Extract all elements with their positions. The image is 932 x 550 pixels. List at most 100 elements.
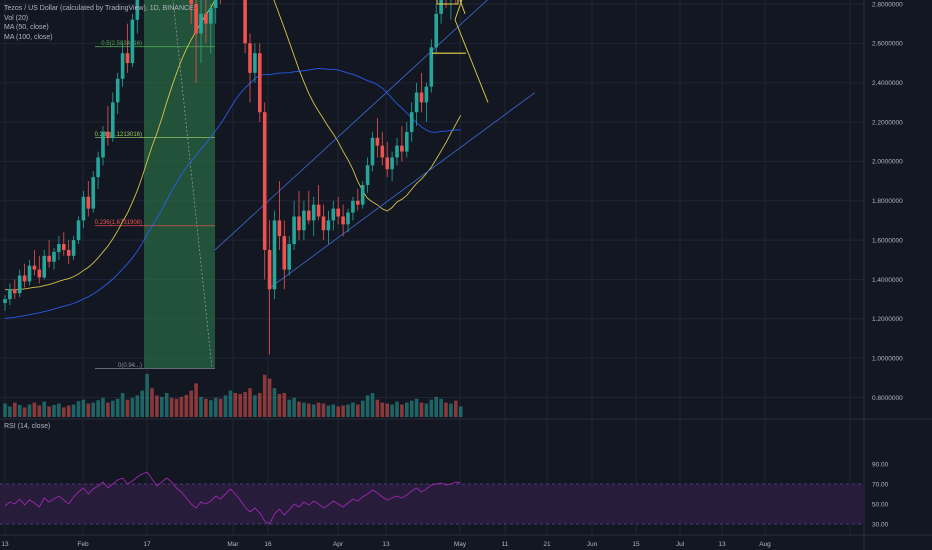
volume-bar — [150, 388, 154, 417]
volume-bar — [101, 397, 105, 417]
volume-bar — [331, 404, 336, 417]
volume-bar — [17, 405, 22, 417]
candle-body — [76, 220, 81, 241]
candle-body — [267, 249, 272, 290]
candle-body — [356, 200, 360, 205]
time-axis-label: 17 — [143, 541, 151, 548]
candle-body — [258, 53, 262, 113]
candle-body — [248, 43, 252, 73]
volume-bar — [213, 397, 218, 417]
volume-bar — [66, 405, 71, 417]
volume-bar — [282, 393, 287, 417]
rsi-band — [0, 484, 864, 524]
volume-bar — [32, 402, 37, 417]
time-axis-label: Apr — [333, 541, 344, 548]
time-axis: 13 Feb 17 Mar 16 Apr 13 May 11 21 Jun 15 Jul 13 Aug — [1, 541, 771, 548]
volume-bar — [253, 395, 257, 417]
rsi-indicator-label[interactable]: RSI (14, close) — [4, 423, 51, 430]
volume-bar — [351, 402, 355, 417]
volume-bar — [13, 402, 17, 417]
fib-level-label: 0(0.94...) — [118, 363, 142, 369]
time-axis-label: 15 — [632, 541, 640, 548]
candle-body — [282, 236, 287, 270]
price-axis-label: 1.6000000 — [872, 237, 903, 244]
channel-upper-line — [214, 0, 488, 251]
volume-bar — [336, 406, 340, 417]
candle-body — [380, 145, 385, 158]
candle-body — [311, 204, 316, 221]
candle-body — [390, 157, 394, 170]
volume-bar — [57, 403, 61, 417]
time-axis-label: May — [454, 541, 467, 548]
volume-bar — [272, 388, 277, 417]
price-axis-label: 1.8000000 — [872, 198, 903, 205]
volume-bar — [233, 393, 238, 417]
volume-bar — [341, 405, 345, 417]
volume-bar — [385, 403, 389, 417]
rsi-axis-label: 70.00 — [872, 481, 889, 488]
volume-bar — [140, 390, 144, 417]
price-axis-label: 1.2000000 — [872, 316, 903, 323]
volume-bar — [380, 402, 385, 417]
volume-bar — [135, 395, 140, 417]
volume-bar — [160, 396, 164, 417]
fib-zone — [144, 0, 215, 369]
volume-bar — [311, 404, 316, 417]
candle-body — [130, 19, 135, 64]
time-axis-label: 13 — [1, 541, 9, 548]
candle-body — [32, 265, 37, 270]
candle-body — [199, 13, 203, 34]
candle-body — [341, 216, 345, 225]
volume-bar — [424, 403, 429, 417]
candle-body — [101, 131, 105, 158]
volume-bar — [115, 398, 120, 417]
symbol-title[interactable]: Tezos / US Dollar (calculated by Trading… — [4, 5, 194, 12]
candle-body — [287, 244, 291, 270]
candle-body — [439, 0, 443, 14]
candle-body — [115, 78, 120, 103]
volume-bar — [52, 405, 56, 417]
volume-bar — [375, 399, 380, 417]
time-axis-label: Aug — [759, 541, 771, 548]
vol-indicator-label[interactable]: Vol (20) — [4, 14, 29, 22]
pattern-drawing — [432, 0, 489, 103]
candle-body — [42, 255, 46, 278]
fib-level-label: 0.5(2.5834816) — [101, 41, 142, 47]
candle-body — [3, 299, 7, 304]
fib-level-label: 0.382(2.1213016) — [95, 132, 142, 138]
candle-body — [135, 0, 140, 20]
time-axis-label: Feb — [77, 541, 89, 548]
rsi-panel — [0, 471, 864, 525]
candle-body — [17, 275, 22, 294]
volume-bar — [267, 378, 272, 417]
volume-bar — [277, 393, 282, 417]
rsi-axis-label: 30.00 — [872, 521, 889, 528]
candle-body — [424, 86, 429, 103]
candle-body — [365, 165, 370, 186]
volume-bar — [262, 374, 267, 417]
volume-bar — [243, 392, 247, 417]
ma50-indicator-label[interactable]: MA (50, close) — [4, 24, 49, 31]
candle-body — [57, 244, 61, 252]
ma50-line — [5, 0, 462, 291]
candle-body — [272, 220, 277, 290]
volume-bar — [258, 393, 262, 417]
candle-body — [297, 216, 301, 231]
volume-bar — [370, 393, 375, 417]
candle-body — [13, 289, 17, 294]
candle-body — [360, 185, 365, 205]
volume-bar — [164, 393, 169, 417]
ma100-line — [4, 68, 461, 319]
candle-body — [414, 92, 419, 113]
volume-bar — [444, 402, 448, 417]
candle-body — [62, 244, 66, 250]
time-axis-label: 13 — [382, 541, 390, 548]
volume-bar — [91, 402, 95, 417]
time-axis-label: Mar — [227, 541, 239, 548]
price-axis-label: 2.8000000 — [872, 1, 903, 8]
volume-bar — [174, 398, 179, 417]
candle-body — [243, 0, 247, 44]
ma100-indicator-label[interactable]: MA (100, close) — [4, 33, 53, 41]
pattern-inner-line — [459, 0, 466, 14]
